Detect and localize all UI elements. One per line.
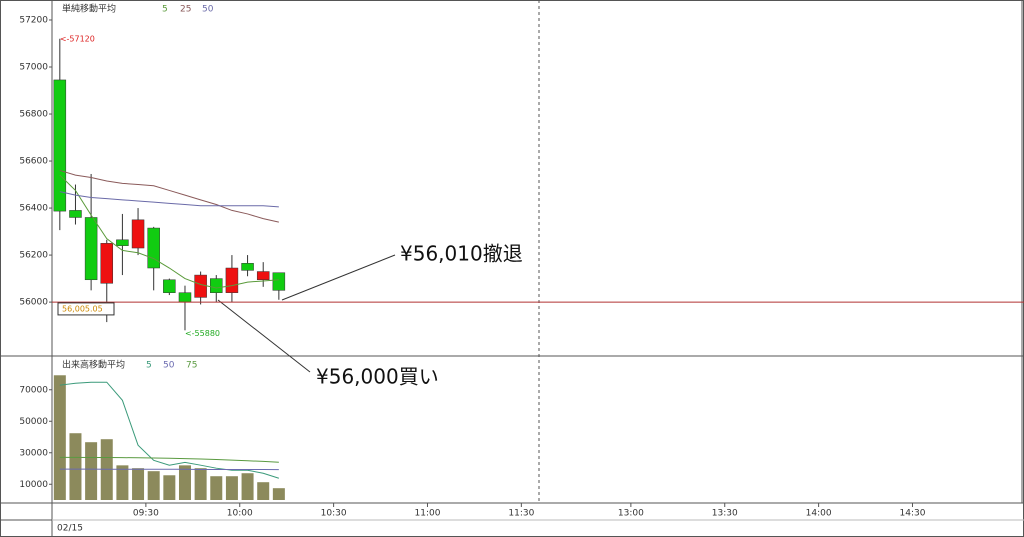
candle-body (256, 271, 270, 281)
bar (132, 468, 145, 500)
moving-average-line (59, 174, 279, 289)
annotation-line (217, 299, 311, 373)
legend-entry: 25 (180, 5, 191, 15)
x-tick-label: 13:30 (712, 509, 738, 519)
legend-title: 出来高移動平均 (62, 359, 125, 371)
candle-body (178, 292, 192, 303)
candle-body (241, 263, 254, 271)
bar (257, 482, 270, 500)
date-label: 02/15 (57, 524, 83, 534)
y-tick-label: 57200 (19, 15, 48, 25)
x-tick-label: 10:30 (321, 509, 347, 519)
bar (225, 476, 238, 500)
moving-average-line (59, 191, 279, 208)
candle-body (163, 279, 176, 293)
bar (163, 475, 176, 500)
x-tick-label: 09:30 (133, 509, 159, 519)
candle-body (225, 267, 239, 293)
bar (241, 473, 254, 500)
bar (69, 433, 82, 500)
y-tick-label: 56200 (19, 251, 48, 261)
legend-entry: 5 (162, 5, 168, 15)
x-tick-label: 10:00 (227, 509, 253, 519)
y-tick-label: 56400 (19, 204, 48, 214)
price-box (57, 302, 115, 316)
candle-body (100, 243, 114, 284)
y-tick-label: 30000 (19, 448, 48, 458)
high-marker: <-57120 (60, 34, 95, 43)
candle-body (272, 272, 286, 291)
candle-body (69, 210, 82, 218)
bar (272, 488, 285, 500)
bar (178, 465, 191, 500)
bar (85, 442, 98, 500)
annotation-line (281, 254, 396, 301)
x-tick-label: 14:00 (806, 509, 832, 519)
x-tick-label: 11:00 (415, 509, 441, 519)
candle-body (84, 217, 98, 281)
candle-body (147, 227, 160, 269)
legend-entry: 50 (163, 361, 175, 371)
price-label: 56,005.05 (62, 304, 103, 313)
candle-body (131, 219, 145, 249)
moving-average-line (59, 381, 280, 479)
y-tick-label: 56600 (19, 157, 48, 167)
bar (147, 471, 160, 500)
low-marker: <-55880 (185, 329, 220, 338)
moving-average-line (59, 169, 279, 223)
moving-average-line (59, 456, 279, 463)
x-tick-label: 11:30 (508, 509, 534, 519)
annotation: ¥56,010撤退 (400, 242, 523, 266)
y-tick-label: 56000 (19, 298, 48, 308)
y-tick-label: 10000 (19, 480, 48, 490)
annotation: ¥56,000買い (316, 365, 439, 389)
candle-body (210, 278, 223, 293)
candle-body (116, 239, 129, 246)
bar (116, 465, 129, 500)
y-tick-label: 50000 (19, 417, 48, 427)
candle-body (53, 79, 67, 212)
legend-title: 単純移動平均 (62, 3, 116, 15)
bar (53, 375, 66, 500)
y-tick-label: 57000 (19, 63, 48, 73)
legend-entry: 5 (146, 361, 152, 371)
candle-body (194, 274, 207, 298)
bar (194, 468, 207, 500)
x-tick-label: 14:30 (900, 509, 926, 519)
bar (210, 476, 223, 500)
y-tick-label: 56800 (19, 110, 48, 120)
y-tick-label: 70000 (19, 385, 48, 395)
legend-entry: 50 (202, 5, 214, 15)
x-tick-label: 13:00 (618, 509, 644, 519)
legend-entry: 75 (186, 361, 197, 371)
